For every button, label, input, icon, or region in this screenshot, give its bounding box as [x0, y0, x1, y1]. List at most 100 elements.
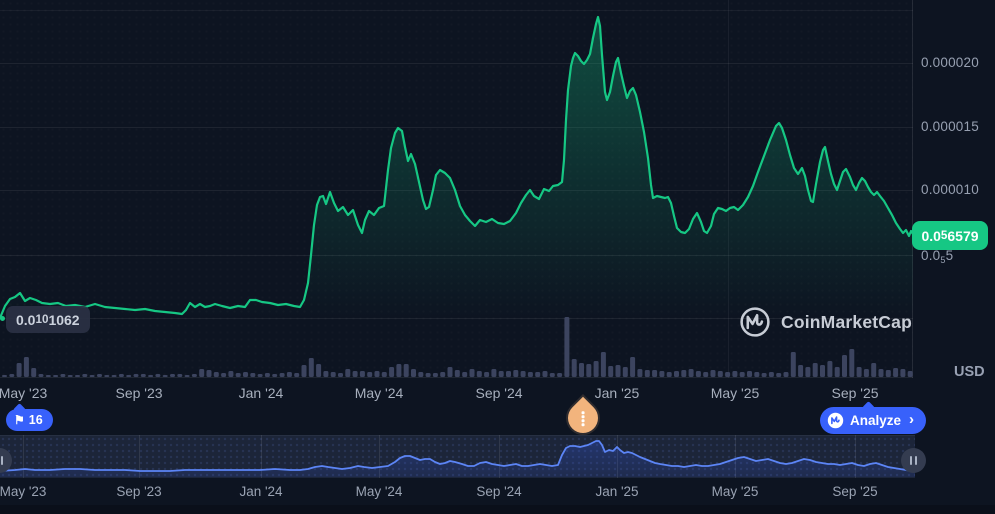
- volume-bar: [352, 371, 358, 377]
- x-axis-label: May '24: [354, 385, 404, 401]
- navigator-chart: [0, 440, 915, 477]
- x-axis-label: Sep '25: [832, 484, 878, 499]
- x-axis-label: Sep '24: [476, 484, 522, 499]
- navigator-gridline: [499, 435, 500, 478]
- analyze-button[interactable]: Analyze ›: [820, 401, 927, 434]
- volume-bar: [126, 375, 132, 377]
- y-tick-5-prefix: 0.0: [921, 248, 941, 263]
- gridline-10: [0, 190, 913, 191]
- volume-bar: [301, 365, 307, 377]
- x-axis-line: [0, 377, 913, 378]
- volume-bar: [717, 371, 723, 377]
- volume-bar: [783, 372, 789, 377]
- events-flag-badge[interactable]: ⚑ 16: [6, 403, 53, 431]
- navigator-gridline: [139, 435, 140, 478]
- volume-bar: [243, 372, 248, 377]
- volume-bar: [221, 373, 227, 377]
- volume-bar: [148, 375, 154, 377]
- volume-bar: [666, 372, 672, 377]
- volume-bar: [45, 375, 51, 377]
- x-axis-label: Jan '24: [239, 484, 283, 499]
- x-axis-label: May '23: [0, 385, 48, 401]
- analyze-button-pointer: [862, 401, 875, 414]
- volume-bar: [155, 374, 161, 377]
- volume-bar: [440, 372, 446, 377]
- volume-bar: [622, 367, 628, 377]
- volume-bar: [403, 364, 409, 377]
- x-axis-label: Jan '25: [594, 385, 640, 401]
- x-axis-label: Sep '23: [116, 484, 162, 499]
- x-axis-label: Sep '25: [831, 385, 879, 401]
- volume-bar: [834, 367, 840, 377]
- navigator-gridline: [855, 435, 856, 478]
- volume-bar: [593, 361, 599, 377]
- volume-bar: [432, 373, 438, 377]
- volume-bar: [586, 364, 592, 377]
- volume-bar: [520, 371, 526, 377]
- volume-bar: [133, 374, 139, 377]
- gridline-top: [0, 10, 913, 11]
- gridline-15: [0, 127, 913, 128]
- volume-bar: [820, 365, 825, 377]
- volume-bar: [264, 373, 270, 377]
- volume-bar: [856, 367, 862, 377]
- volume-bar: [557, 373, 563, 377]
- volume-bar: [396, 364, 402, 377]
- coinmarketcap-logo-icon: [740, 307, 770, 337]
- chevron-right-icon: ›: [909, 411, 915, 428]
- navigator-left-handle[interactable]: [0, 448, 12, 473]
- volume-bar: [330, 372, 336, 377]
- volume-bar: [31, 368, 37, 377]
- start-price-badge: 0.0 10 1062: [6, 306, 90, 333]
- volume-bar: [199, 369, 205, 377]
- volume-bar: [776, 373, 782, 377]
- gridline-zero: [0, 318, 913, 319]
- volume-bar: [768, 372, 774, 377]
- volume-bar: [476, 371, 482, 377]
- volume-bar: [294, 373, 300, 377]
- volume-bar: [695, 371, 701, 377]
- volume-bar: [140, 374, 146, 377]
- volume-bar: [644, 370, 650, 377]
- volume-bar: [498, 371, 504, 377]
- y-tick-10: 0.000010: [921, 182, 979, 197]
- volume-bar: [191, 374, 197, 377]
- volume-bar: [97, 374, 102, 377]
- volume-bar: [462, 372, 468, 377]
- navigator-line: [0, 440, 915, 472]
- flag-icon: ⚑: [14, 413, 25, 427]
- volume-bar: [118, 374, 124, 377]
- volume-bar: [885, 370, 891, 377]
- volume-bar: [250, 373, 256, 377]
- volume-bar: [900, 369, 906, 377]
- volume-bar: [67, 375, 73, 377]
- volume-bar: [257, 374, 263, 377]
- x-axis-label: Sep '24: [475, 385, 523, 401]
- volume-bar: [871, 363, 877, 377]
- volume-bar: [38, 374, 44, 377]
- volume-bar: [484, 372, 490, 377]
- volume-bar: [659, 371, 665, 377]
- volume-bar: [184, 375, 190, 377]
- volume-bar: [447, 367, 453, 377]
- volume-bar: [652, 370, 658, 377]
- vertical-gridline: [728, 0, 729, 378]
- series-start-dot: [0, 316, 5, 321]
- volume-bar: [542, 371, 548, 377]
- volume-bar: [425, 373, 431, 377]
- volume-bar: [279, 373, 285, 377]
- current-price-subscript: 5: [940, 229, 948, 242]
- volume-bar: [228, 371, 234, 377]
- volume-bar: [345, 369, 351, 377]
- volume-bar: [608, 366, 614, 377]
- price-and-volume-chart: [0, 15, 913, 377]
- volume-bar: [688, 369, 694, 377]
- navigator-right-handle[interactable]: [901, 448, 926, 473]
- volume-bar: [491, 369, 497, 377]
- volume-bar: [615, 365, 621, 377]
- volume-bar: [535, 372, 541, 377]
- navigator-gridline: [261, 435, 262, 478]
- volume-bar: [907, 371, 913, 377]
- event-marker-droplet[interactable]: [561, 396, 605, 440]
